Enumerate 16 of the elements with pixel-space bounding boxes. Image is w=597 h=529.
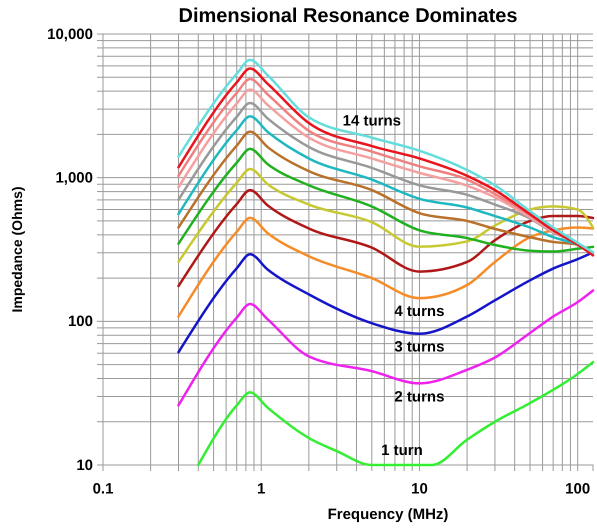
x-tick-label: 1 <box>257 480 266 498</box>
y-axis-title: Impedance (Ohms) <box>9 186 25 313</box>
x-tick-label: 100 <box>565 480 590 498</box>
x-tick-label: 10 <box>411 480 428 498</box>
y-tick-label: 1,000 <box>55 169 93 186</box>
series-label: 2 turns <box>394 388 444 406</box>
chart-title: Dimensional Resonance Dominates <box>178 5 518 27</box>
series-label: 14 turns <box>342 112 401 130</box>
y-tick-label: 100 <box>68 313 93 330</box>
series-label: 3 turns <box>394 338 444 356</box>
x-tick-label: 0.1 <box>92 480 114 498</box>
series-label: 1 turn <box>381 442 423 459</box>
y-tick-label: 10,000 <box>47 26 93 43</box>
series-label: 4 turns <box>394 303 444 320</box>
x-axis-title: Frequency (MHz) <box>328 506 448 523</box>
y-tick-label: 10 <box>76 456 93 474</box>
